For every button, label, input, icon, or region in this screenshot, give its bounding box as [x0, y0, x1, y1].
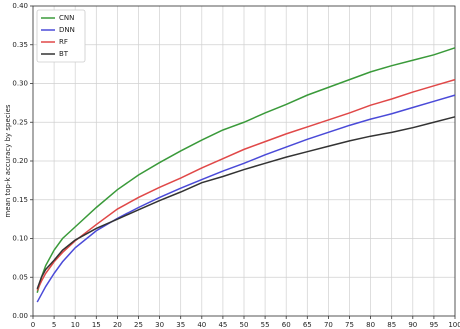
- x-tick-label: 60: [282, 321, 291, 329]
- x-tick-label: 25: [134, 321, 143, 329]
- y-tick-label: 0.40: [12, 2, 28, 10]
- line-series: [36, 116, 456, 290]
- y-tick-label: 0.10: [12, 235, 28, 243]
- y-tick-label: 0.15: [12, 196, 28, 204]
- x-tick-label: 100: [448, 321, 460, 329]
- x-tick-label: 75: [345, 321, 354, 329]
- x-tick-label: 95: [429, 321, 438, 329]
- line-series: [36, 78, 456, 291]
- x-tick-label: 30: [155, 321, 164, 329]
- x-tick-label: 80: [366, 321, 375, 329]
- legend-label: RF: [59, 38, 68, 46]
- x-tick-label: 70: [324, 321, 333, 329]
- x-tick-label: 20: [113, 321, 122, 329]
- y-tick-label: 0.05: [12, 273, 28, 281]
- x-tick-label: 5: [52, 321, 56, 329]
- x-tick-label: 90: [408, 321, 417, 329]
- legend-label: BT: [59, 50, 69, 58]
- y-tick-label: 0.20: [12, 157, 28, 165]
- x-tick-label: 50: [240, 321, 249, 329]
- x-tick-label: 35: [176, 321, 185, 329]
- x-tick-label: 65: [303, 321, 312, 329]
- legend-box: [36, 9, 86, 63]
- x-tick-label: 85: [387, 321, 396, 329]
- legend-label: DNN: [59, 26, 75, 34]
- y-tick-label: 0.30: [12, 80, 28, 88]
- x-tick-label: 15: [92, 321, 101, 329]
- x-tick-label: 0: [31, 321, 35, 329]
- legend-label: CNN: [59, 14, 74, 22]
- plot-frame: [32, 5, 456, 317]
- line-series: [36, 47, 456, 293]
- x-tick-label: 55: [261, 321, 270, 329]
- x-tick-label: 40: [197, 321, 206, 329]
- y-tick-label: 0.25: [12, 118, 28, 126]
- line-series: [36, 94, 456, 303]
- x-tick-label: 10: [71, 321, 80, 329]
- y-tick-label: 0.00: [12, 312, 28, 320]
- y-tick-label: 0.35: [12, 41, 28, 49]
- y-axis-label: mean top-k accuracy by species: [4, 104, 12, 217]
- x-tick-label: 45: [218, 321, 227, 329]
